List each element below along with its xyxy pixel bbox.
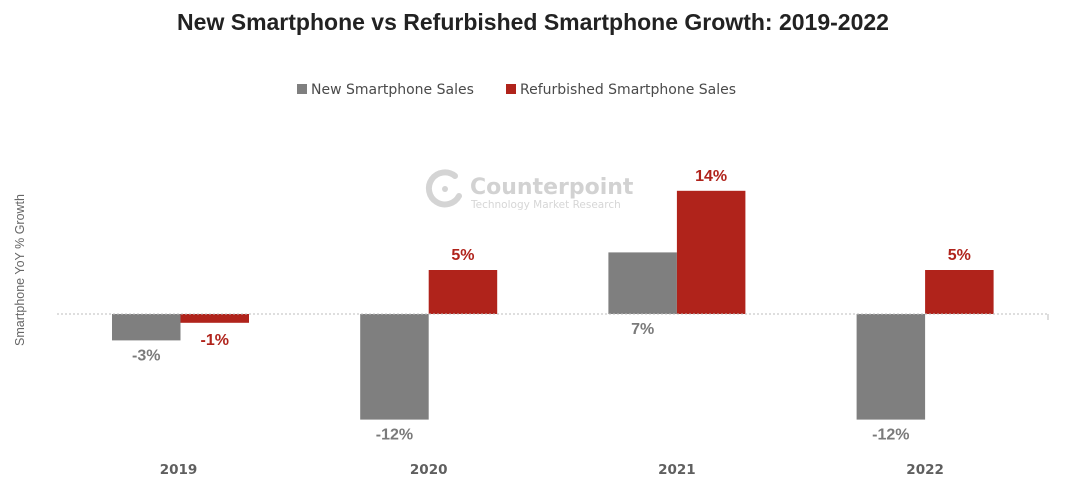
data-label-refurbished-2021: 14% bbox=[695, 168, 727, 185]
counterpoint-logo-icon bbox=[425, 169, 462, 208]
bar-refurbished-2022 bbox=[925, 270, 994, 314]
legend-swatch-new bbox=[297, 84, 307, 94]
legend-label-refurbished: Refurbished Smartphone Sales bbox=[520, 82, 736, 98]
bar-refurbished-2020 bbox=[428, 270, 498, 314]
legend-swatch-refurbished bbox=[506, 84, 516, 94]
x-tick-2020: 2020 bbox=[410, 462, 448, 478]
bar-new-2019 bbox=[112, 314, 181, 341]
data-label-new-2020: -12% bbox=[376, 427, 413, 444]
x-tick-2022: 2022 bbox=[906, 462, 944, 478]
data-label-new-2021: 7% bbox=[631, 321, 654, 338]
bar-refurbished-2021 bbox=[676, 190, 746, 314]
data-label-new-2022: -12% bbox=[872, 427, 909, 444]
chart-title: New Smartphone vs Refurbished Smartphone… bbox=[177, 9, 889, 35]
data-label-new-2019: -3% bbox=[132, 347, 160, 364]
data-labels: -3% -1% -12% 5% 7% 14% -12% 5% bbox=[132, 168, 971, 444]
bars bbox=[112, 190, 994, 420]
watermark: Counterpoint Technology Market Research bbox=[425, 169, 634, 211]
x-axis-ticks: 2019 2020 2021 2022 bbox=[160, 462, 944, 478]
data-label-refurbished-2020: 5% bbox=[451, 247, 474, 264]
bar-refurbished-2019 bbox=[180, 314, 249, 323]
data-label-refurbished-2019: -1% bbox=[201, 332, 229, 349]
legend-label-new: New Smartphone Sales bbox=[311, 82, 474, 98]
data-label-refurbished-2022: 5% bbox=[948, 247, 971, 264]
bar-new-2020 bbox=[360, 314, 429, 420]
legend: New Smartphone Sales Refurbished Smartph… bbox=[297, 82, 736, 98]
bar-new-2021 bbox=[608, 252, 677, 314]
x-tick-2019: 2019 bbox=[160, 462, 198, 478]
watermark-brand: Counterpoint bbox=[470, 175, 634, 200]
y-axis-label: Smartphone YoY % Growth bbox=[13, 194, 27, 346]
bar-new-2022 bbox=[856, 314, 926, 420]
x-tick-2021: 2021 bbox=[658, 462, 696, 478]
watermark-tagline: Technology Market Research bbox=[470, 199, 621, 211]
